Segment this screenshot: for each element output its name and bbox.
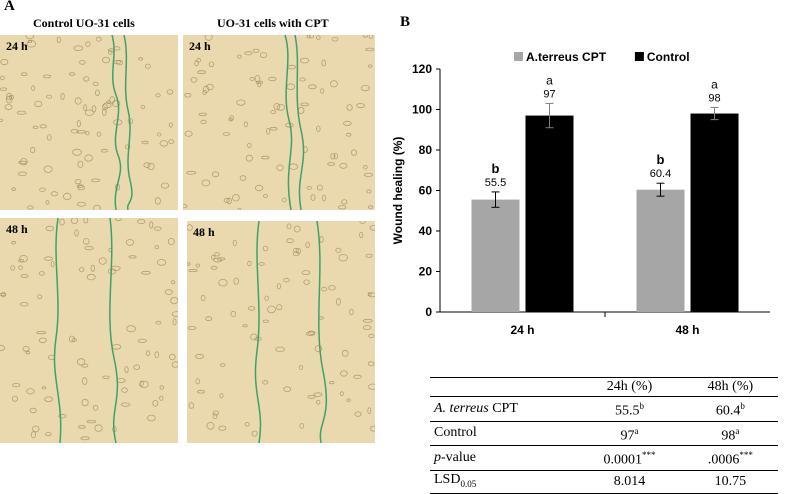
micrograph-image bbox=[0, 35, 175, 210]
micrograph-cpt-24h: 24 h bbox=[183, 35, 375, 210]
row-label: p-value bbox=[430, 445, 577, 471]
micrograph-cpt-48h: 48 h bbox=[187, 221, 375, 443]
control-cells-title: Control UO-31 cells bbox=[33, 16, 135, 30]
table-cell: 55.5b bbox=[576, 396, 683, 422]
data-label: 60.4 bbox=[650, 168, 671, 180]
table-cell: .0006*** bbox=[682, 445, 778, 471]
legend-swatch bbox=[514, 52, 523, 61]
row-label: Control bbox=[430, 420, 577, 446]
legend-label: Control bbox=[647, 50, 690, 64]
x-tick-label: 48 h bbox=[675, 323, 699, 337]
bar-1-1 bbox=[690, 113, 739, 312]
time-label: 48 h bbox=[193, 225, 215, 239]
y-tick-label: 100 bbox=[412, 103, 432, 117]
data-label: 98 bbox=[708, 92, 720, 104]
y-tick-label: 20 bbox=[419, 265, 433, 279]
table-header-cell bbox=[430, 377, 577, 397]
significance-letter: b bbox=[657, 152, 665, 167]
significance-letter: a bbox=[546, 73, 553, 87]
bar-0-0 bbox=[471, 199, 520, 312]
micrograph-control-24h: 24 h bbox=[0, 35, 178, 210]
table-row: p-value 0.0001*** .0006*** bbox=[430, 445, 778, 471]
micrograph-image bbox=[183, 35, 375, 210]
table-cell: 97a bbox=[576, 420, 683, 446]
legend-swatch bbox=[634, 52, 644, 61]
table-cell: 60.4b bbox=[682, 396, 778, 422]
micrograph-image bbox=[187, 221, 375, 443]
table-header-cell: 24h (%) bbox=[576, 377, 683, 397]
table-row: A. terreus CPT 55.5b 60.4b bbox=[430, 396, 778, 422]
time-label: 24 h bbox=[6, 39, 28, 53]
table-cell: 98a bbox=[682, 420, 778, 446]
y-tick-label: 80 bbox=[419, 143, 433, 157]
statistics-table: 24h (%) 48h (%) A. terreus CPT 55.5b 60.… bbox=[430, 377, 778, 494]
table-cell: 0.0001*** bbox=[576, 445, 683, 471]
time-label: 48 h bbox=[6, 222, 28, 236]
table-row: LSD0.05 8.014 10.75 bbox=[430, 469, 778, 494]
y-tick-label: 40 bbox=[419, 224, 433, 238]
table-cell: 10.75 bbox=[682, 469, 778, 494]
x-tick-label: 24 h bbox=[510, 323, 534, 337]
data-label: 97 bbox=[543, 88, 555, 100]
y-tick-label: 120 bbox=[412, 62, 432, 76]
micrograph-image bbox=[0, 218, 178, 443]
significance-letter: b bbox=[492, 161, 500, 176]
table-header-cell: 48h (%) bbox=[682, 377, 778, 397]
bar-0-1 bbox=[636, 189, 685, 312]
time-label: 24 h bbox=[189, 39, 211, 53]
row-label: LSD0.05 bbox=[430, 469, 577, 494]
micrograph-control-48h: 48 h bbox=[0, 218, 178, 443]
y-tick-label: 60 bbox=[419, 184, 433, 198]
row-label: A. terreus CPT bbox=[430, 396, 577, 422]
legend-label: A.terreus CPT bbox=[526, 50, 607, 64]
panel-a-letter: A bbox=[4, 0, 15, 14]
table-row: Control 97a 98a bbox=[430, 420, 778, 446]
panel-b-letter: B bbox=[400, 14, 411, 30]
significance-letter: a bbox=[711, 77, 718, 91]
cpt-cells-title: UO-31 cells with CPT bbox=[217, 16, 329, 30]
y-tick-label: 0 bbox=[425, 305, 432, 319]
table-cell: 8.014 bbox=[576, 469, 683, 494]
data-label: 55.5 bbox=[485, 177, 506, 189]
table-header-row: 24h (%) 48h (%) bbox=[430, 377, 778, 397]
y-axis-label: Wound healing (%) bbox=[391, 137, 405, 245]
bar-1-0 bbox=[525, 115, 574, 312]
